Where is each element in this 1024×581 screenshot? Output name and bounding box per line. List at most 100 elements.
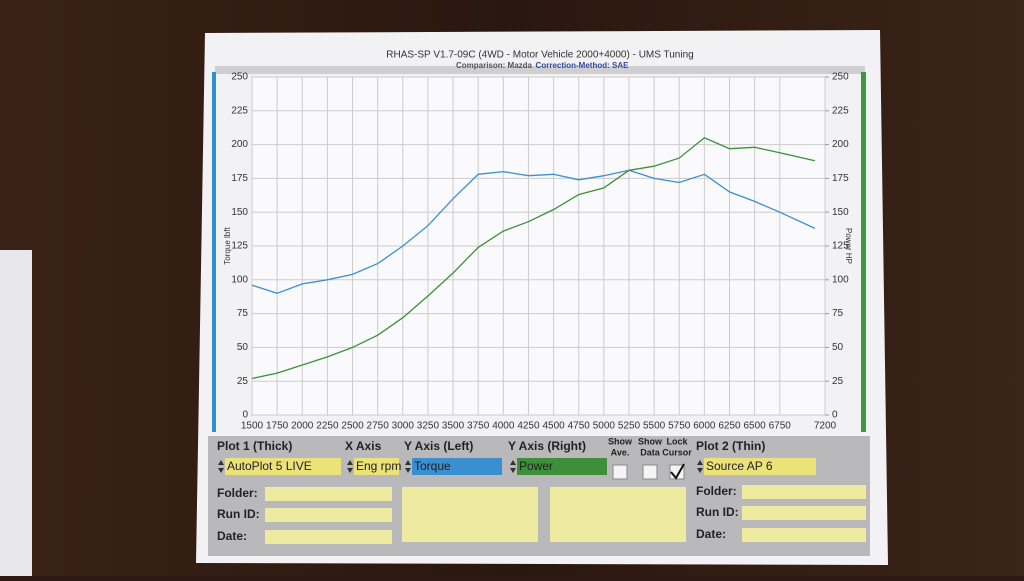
x-tick-label: 1750 xyxy=(266,421,289,432)
x-tick-label: 2750 xyxy=(367,421,390,432)
field-box[interactable] xyxy=(517,458,607,475)
x-tick-label: 2000 xyxy=(291,421,314,432)
y-tick-label: 175 xyxy=(231,173,248,184)
check-mark xyxy=(670,463,685,480)
field-label: Date: xyxy=(217,529,247,543)
series-line xyxy=(251,137,816,380)
field-value: Source AP 6 xyxy=(706,459,773,473)
field-box[interactable] xyxy=(354,458,399,475)
x-tick-label: 3250 xyxy=(417,421,440,432)
y-tick-label: 100 xyxy=(231,274,248,285)
spinner[interactable] xyxy=(510,460,516,473)
toggle-label: Cursor xyxy=(662,447,692,457)
spinner[interactable] xyxy=(218,460,224,473)
x-tick-label: 6250 xyxy=(718,421,741,432)
field-box[interactable] xyxy=(704,458,816,475)
note-box[interactable] xyxy=(402,487,538,542)
field-value: AutoPlot 5 LIVE xyxy=(227,459,312,473)
x-tick-label: 2250 xyxy=(316,421,339,432)
toggle-label: Data xyxy=(640,447,661,457)
y2-axis-label: Power HP xyxy=(844,228,853,264)
x-tick-label: 5000 xyxy=(593,421,616,432)
field-label: Run ID: xyxy=(217,507,260,521)
note-box[interactable] xyxy=(550,487,686,542)
y2-tick-label: 0 xyxy=(832,410,838,421)
field-value: Eng rpm xyxy=(356,459,401,473)
other-paper xyxy=(0,250,32,576)
plot: 1500 1750 2000 2250 2500 2750 3000 3250 3500 3750… xyxy=(231,72,849,432)
x-tick-label: 4250 xyxy=(517,421,540,432)
y2-tick-label: 25 xyxy=(832,376,844,387)
field-box[interactable] xyxy=(265,508,392,522)
spinner[interactable] xyxy=(347,460,353,473)
y2-tick-label: 75 xyxy=(832,308,844,319)
x-tick-label: 4750 xyxy=(568,421,591,432)
y-tick-label: 50 xyxy=(237,342,249,353)
panel-content: Plot 1 (Thick) X Axis Y Axis (Left) Y Axis … xyxy=(217,436,866,544)
x-tick-label: 4500 xyxy=(542,421,565,432)
y2-tick-label: 175 xyxy=(832,173,849,184)
y2-tick-label: 250 xyxy=(832,72,849,83)
field-label: Folder: xyxy=(217,486,258,500)
x-tick-label: 3750 xyxy=(467,421,490,432)
field-label: Run ID: xyxy=(696,505,739,519)
x-tick-label: 3500 xyxy=(442,421,465,432)
spinner[interactable] xyxy=(697,460,703,473)
y-tick-label: 150 xyxy=(231,207,248,218)
y-tick-label: 0 xyxy=(242,410,248,421)
field-label: Date: xyxy=(696,527,726,541)
field-box[interactable] xyxy=(265,530,392,544)
x-tick-label: 3000 xyxy=(392,421,415,432)
y-tick-label: 225 xyxy=(231,105,248,116)
checkbox[interactable] xyxy=(612,464,628,480)
field-box[interactable] xyxy=(225,458,341,475)
comparison: Comparison: Mazda xyxy=(456,61,533,70)
x-tick-label: 6750 xyxy=(769,421,792,432)
checkbox[interactable] xyxy=(642,464,658,480)
y-tick-label: 25 xyxy=(237,376,249,387)
y2-tick-label: 50 xyxy=(832,342,844,353)
x-tick-label: 5500 xyxy=(643,421,666,432)
field-value: Power xyxy=(519,459,553,473)
panel-header: X Axis xyxy=(345,439,382,453)
y-axis-label: Torque lbft xyxy=(223,227,232,265)
field-label: Folder: xyxy=(696,484,737,498)
panel-header: Plot 1 (Thick) xyxy=(217,439,292,453)
chart-title: RHAS-SP V1.7-09C (4WD - Motor Vehicle 20… xyxy=(386,50,693,61)
y2-tick-label: 200 xyxy=(832,139,849,150)
panel-header: Plot 2 (Thin) xyxy=(696,439,765,453)
right-axis-bar xyxy=(861,72,866,432)
field-box[interactable] xyxy=(742,528,866,542)
x-tick-label: 2500 xyxy=(341,421,364,432)
spinner[interactable] xyxy=(405,460,411,473)
x-tick-label: 5250 xyxy=(618,421,641,432)
series-line xyxy=(251,169,816,294)
left-axis-bar xyxy=(212,72,216,432)
y-tick-label: 125 xyxy=(231,241,248,252)
field-box[interactable] xyxy=(412,458,502,475)
y-tick-label: 200 xyxy=(231,139,248,150)
y2-tick-label: 150 xyxy=(832,207,849,218)
y2-tick-label: 225 xyxy=(832,105,849,116)
toggle-label: Show xyxy=(608,436,633,446)
x-tick-label: 6000 xyxy=(693,421,716,432)
y2-tick-label: 100 xyxy=(832,274,849,285)
y-tick-label: 75 xyxy=(237,308,249,319)
field-box[interactable] xyxy=(742,485,866,499)
field-value: Torque xyxy=(414,459,451,473)
x-tick-label: 7200 xyxy=(814,421,837,432)
x-tick-label: 1500 xyxy=(241,421,264,432)
x-tick-label: 4000 xyxy=(492,421,515,432)
field-box[interactable] xyxy=(742,506,866,520)
x-tick-label: 5750 xyxy=(668,421,691,432)
panel-header: Y Axis (Left) xyxy=(404,439,473,453)
y-tick-label: 250 xyxy=(231,72,248,83)
x-tick-label: 6500 xyxy=(744,421,767,432)
toggle-label: Lock xyxy=(666,436,688,446)
header-bar xyxy=(215,66,865,74)
panel-header: Y Axis (Right) xyxy=(508,439,586,453)
toggle-label: Show xyxy=(638,436,663,446)
y2-tick-label: 125 xyxy=(832,241,849,252)
field-box[interactable] xyxy=(265,487,392,501)
